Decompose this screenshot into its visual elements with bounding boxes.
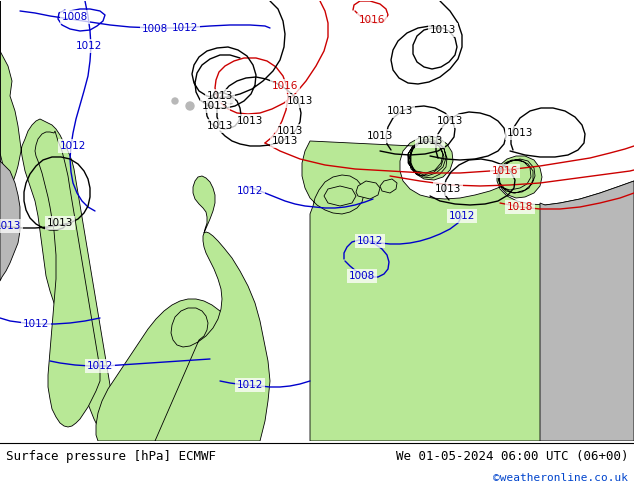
Circle shape bbox=[186, 102, 194, 110]
Text: 1013: 1013 bbox=[207, 91, 233, 101]
Text: 1012: 1012 bbox=[237, 380, 263, 390]
Polygon shape bbox=[540, 181, 634, 441]
Polygon shape bbox=[356, 181, 380, 199]
Text: 1008: 1008 bbox=[349, 271, 375, 281]
Text: 1016: 1016 bbox=[492, 166, 518, 176]
Circle shape bbox=[206, 99, 214, 107]
Text: Surface pressure [hPa] ECMWF: Surface pressure [hPa] ECMWF bbox=[6, 450, 216, 464]
Text: 1012: 1012 bbox=[172, 23, 198, 33]
Text: 1013: 1013 bbox=[417, 136, 443, 146]
Polygon shape bbox=[155, 232, 270, 441]
Text: 1013: 1013 bbox=[277, 126, 303, 136]
Polygon shape bbox=[193, 176, 215, 233]
Polygon shape bbox=[302, 136, 634, 441]
Text: 1016: 1016 bbox=[359, 15, 385, 25]
Circle shape bbox=[227, 98, 233, 104]
Circle shape bbox=[172, 98, 178, 104]
Text: 1013: 1013 bbox=[207, 121, 233, 131]
Text: 1012: 1012 bbox=[60, 141, 86, 151]
Text: 1013: 1013 bbox=[437, 116, 463, 126]
Text: 1012: 1012 bbox=[76, 41, 102, 51]
Text: 1013: 1013 bbox=[0, 221, 21, 231]
Text: ©weatheronline.co.uk: ©weatheronline.co.uk bbox=[493, 473, 628, 483]
Text: 1012: 1012 bbox=[87, 361, 113, 371]
Polygon shape bbox=[0, 1, 20, 281]
Text: 1008: 1008 bbox=[142, 24, 168, 34]
Text: 1012: 1012 bbox=[357, 236, 383, 246]
Text: 1013: 1013 bbox=[237, 116, 263, 126]
Text: 1013: 1013 bbox=[272, 136, 298, 146]
Text: 1012: 1012 bbox=[237, 186, 263, 196]
Text: 1013: 1013 bbox=[435, 184, 461, 194]
Text: 1013: 1013 bbox=[202, 101, 228, 111]
Polygon shape bbox=[0, 1, 120, 441]
Polygon shape bbox=[96, 299, 242, 441]
Text: 1016: 1016 bbox=[272, 81, 298, 91]
Text: 1013: 1013 bbox=[507, 128, 533, 138]
Text: 1013: 1013 bbox=[287, 96, 313, 106]
Text: 1018: 1018 bbox=[507, 202, 533, 212]
Text: We 01-05-2024 06:00 UTC (06+00): We 01-05-2024 06:00 UTC (06+00) bbox=[396, 450, 628, 464]
Text: 1013: 1013 bbox=[47, 218, 73, 228]
Text: 1008: 1008 bbox=[62, 12, 88, 22]
Polygon shape bbox=[35, 131, 100, 427]
Text: 1012: 1012 bbox=[449, 211, 476, 221]
Text: 1012: 1012 bbox=[23, 319, 49, 329]
Text: 1013: 1013 bbox=[387, 106, 413, 116]
Text: 1013: 1013 bbox=[367, 131, 393, 141]
Polygon shape bbox=[324, 186, 356, 206]
Polygon shape bbox=[380, 179, 397, 193]
Text: 1013: 1013 bbox=[430, 25, 456, 35]
